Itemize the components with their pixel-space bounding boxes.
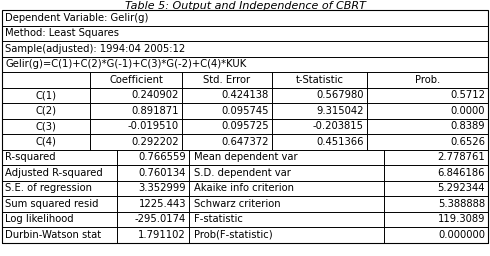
Text: 3.352999: 3.352999 [138,183,186,193]
Text: C(3): C(3) [36,121,56,131]
Text: t-Statistic: t-Statistic [295,75,343,85]
Text: Schwarz criterion: Schwarz criterion [194,199,281,209]
Text: -295.0174: -295.0174 [135,214,186,224]
Text: Prob(F-statistic): Prob(F-statistic) [194,230,272,240]
Text: 0.0000: 0.0000 [450,106,485,116]
Text: -0.203815: -0.203815 [313,121,364,131]
Text: Dependent Variable: Gelir(g): Dependent Variable: Gelir(g) [5,13,148,23]
Text: S.E. of regression: S.E. of regression [5,183,92,193]
Text: 1.791102: 1.791102 [138,230,186,240]
Text: Method: Least Squares: Method: Least Squares [5,28,119,38]
Text: 119.3089: 119.3089 [438,214,485,224]
Text: 0.292202: 0.292202 [131,137,179,147]
Text: C(4): C(4) [36,137,56,147]
Text: 0.424138: 0.424138 [222,90,269,100]
Text: Coefficient: Coefficient [109,75,163,85]
Text: 0.5712: 0.5712 [450,90,485,100]
Text: Table 5: Output and Independence of CBRT: Table 5: Output and Independence of CBRT [124,1,366,11]
Text: Log likelihood: Log likelihood [5,214,74,224]
Text: R-squared: R-squared [5,152,56,162]
Text: 0.240902: 0.240902 [132,90,179,100]
Text: 0.095725: 0.095725 [221,121,269,131]
Text: 0.766559: 0.766559 [138,152,186,162]
Text: -0.019510: -0.019510 [128,121,179,131]
Text: 0.000000: 0.000000 [438,230,485,240]
Text: C(1): C(1) [35,90,56,100]
Text: Sum squared resid: Sum squared resid [5,199,98,209]
Text: F-statistic: F-statistic [194,214,243,224]
Text: 6.846186: 6.846186 [438,168,485,178]
Text: C(2): C(2) [35,106,56,116]
Text: Prob.: Prob. [415,75,440,85]
Text: 0.6526: 0.6526 [450,137,485,147]
Text: 0.451366: 0.451366 [317,137,364,147]
Text: 9.315042: 9.315042 [317,106,364,116]
Text: S.D. dependent var: S.D. dependent var [194,168,291,178]
Text: 0.567980: 0.567980 [317,90,364,100]
Text: 0.8389: 0.8389 [450,121,485,131]
Text: 5.388888: 5.388888 [438,199,485,209]
Text: Sample(adjusted): 1994:04 2005:12: Sample(adjusted): 1994:04 2005:12 [5,44,185,54]
Text: 1225.443: 1225.443 [139,199,186,209]
Text: 5.292344: 5.292344 [438,183,485,193]
Text: Durbin-Watson stat: Durbin-Watson stat [5,230,101,240]
Text: 0.760134: 0.760134 [139,168,186,178]
Text: Std. Error: Std. Error [203,75,250,85]
Text: 0.891871: 0.891871 [131,106,179,116]
Text: 0.647372: 0.647372 [221,137,269,147]
Text: 0.095745: 0.095745 [221,106,269,116]
Text: Adjusted R-squared: Adjusted R-squared [5,168,103,178]
Text: 2.778761: 2.778761 [437,152,485,162]
Text: Gelir(g)=C(1)+C(2)*G(-1)+C(3)*G(-2)+C(4)*KUK: Gelir(g)=C(1)+C(2)*G(-1)+C(3)*G(-2)+C(4)… [5,59,246,69]
Text: Mean dependent var: Mean dependent var [194,152,297,162]
Text: Akaike info criterion: Akaike info criterion [194,183,294,193]
